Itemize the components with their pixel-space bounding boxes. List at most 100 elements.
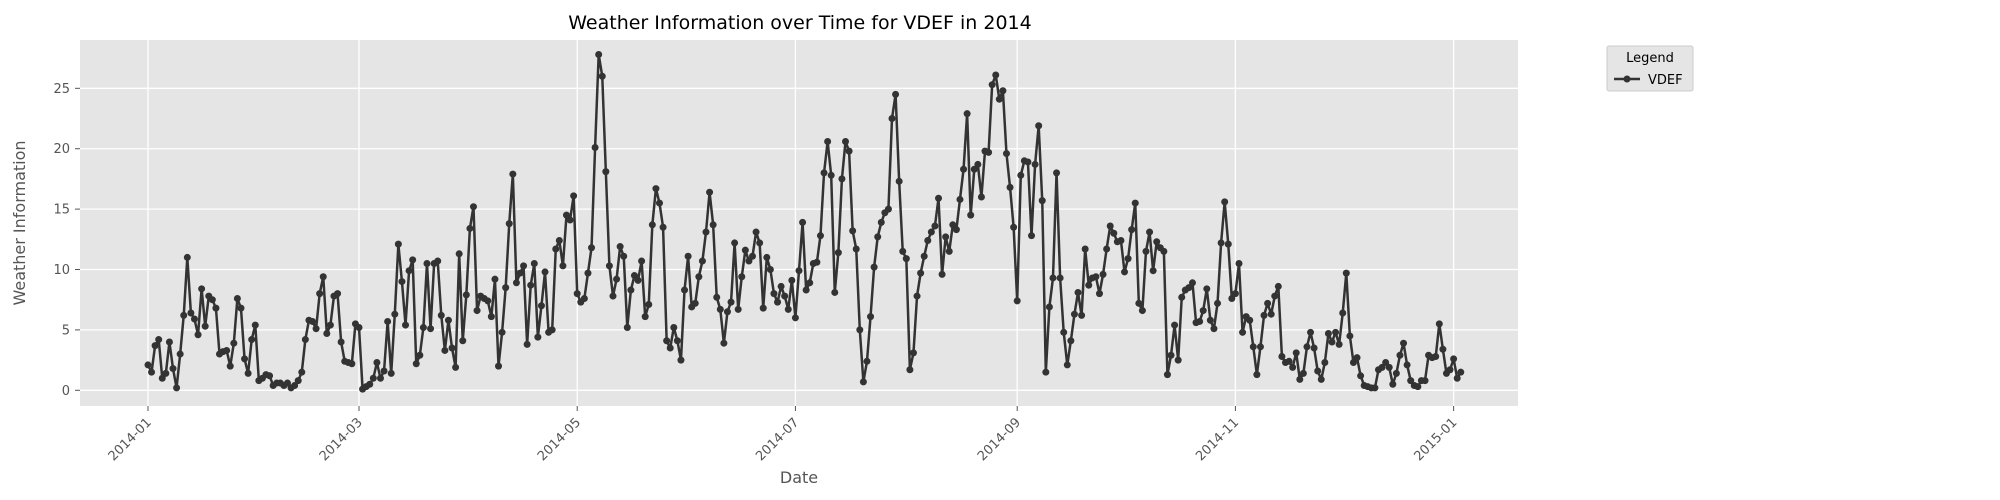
data-point <box>691 299 699 307</box>
data-point <box>387 369 395 377</box>
data-point <box>877 218 885 226</box>
data-point <box>1264 299 1272 307</box>
data-point <box>316 290 324 298</box>
data-point <box>1314 367 1322 375</box>
data-point <box>716 305 724 313</box>
data-point <box>709 221 717 229</box>
data-point <box>623 323 631 331</box>
data-point <box>1228 295 1236 302</box>
data-point <box>670 323 678 331</box>
data-point <box>416 351 424 359</box>
data-point <box>326 321 334 329</box>
data-point <box>283 379 291 387</box>
data-point <box>1256 343 1264 351</box>
data-point <box>190 315 198 323</box>
data-point <box>1289 363 1297 371</box>
series-layer <box>144 51 1465 393</box>
data-point <box>909 349 917 357</box>
data-point <box>745 257 753 265</box>
data-point <box>183 253 191 261</box>
data-point <box>409 256 417 264</box>
data-point <box>459 337 467 345</box>
data-point <box>781 292 789 300</box>
data-point <box>448 344 456 352</box>
data-point <box>516 269 524 277</box>
y-tick-label: 5 <box>62 323 70 338</box>
data-point <box>1403 361 1411 369</box>
data-point <box>548 326 556 334</box>
data-point <box>813 258 821 266</box>
data-point <box>659 223 667 231</box>
data-point <box>537 302 545 310</box>
data-point <box>1146 228 1154 236</box>
legend-title: Legend <box>1626 51 1674 66</box>
data-point <box>1303 343 1311 351</box>
data-point <box>995 95 1003 103</box>
data-point <box>673 337 681 345</box>
data-point <box>158 374 166 382</box>
data-point <box>698 257 706 265</box>
data-point <box>874 233 882 241</box>
data-point <box>380 367 388 375</box>
data-point <box>1199 307 1207 315</box>
data-point <box>312 325 320 333</box>
data-point <box>824 137 832 145</box>
data-point <box>427 325 435 333</box>
data-point <box>1446 366 1454 374</box>
data-point <box>1389 380 1397 388</box>
data-point <box>1135 299 1143 307</box>
data-point <box>774 298 782 306</box>
data-point <box>838 175 846 183</box>
data-point <box>1267 310 1275 318</box>
data-point <box>867 313 875 321</box>
data-point <box>605 262 613 270</box>
data-point <box>652 185 660 193</box>
data-point <box>777 282 785 290</box>
data-point <box>1053 169 1061 177</box>
data-point <box>509 170 517 178</box>
y-tick-label: 25 <box>53 82 70 97</box>
data-point <box>1128 226 1136 234</box>
data-point <box>960 165 968 173</box>
data-point <box>487 313 495 321</box>
data-point <box>1324 330 1332 338</box>
data-point <box>452 363 460 371</box>
data-point <box>820 169 828 177</box>
data-point <box>194 331 202 339</box>
data-point <box>1196 317 1204 325</box>
data-point <box>244 369 252 377</box>
data-point <box>1056 274 1064 282</box>
data-point <box>212 304 220 312</box>
data-point <box>412 360 420 368</box>
data-point <box>230 339 238 347</box>
data-point <box>437 311 445 319</box>
data-point <box>198 285 206 293</box>
data-point <box>226 362 234 370</box>
data-point <box>713 293 721 301</box>
data-point <box>784 305 792 313</box>
data-point <box>1203 285 1211 293</box>
x-tick-label: 2014-09 <box>975 415 1024 464</box>
plot-background <box>80 40 1518 406</box>
data-point <box>469 203 477 211</box>
data-point <box>444 316 452 324</box>
data-point <box>1224 240 1232 248</box>
data-point <box>530 259 538 267</box>
data-point <box>1296 375 1304 383</box>
data-point <box>1085 281 1093 289</box>
data-point <box>956 195 964 203</box>
data-point <box>974 160 982 168</box>
data-point <box>1378 363 1386 371</box>
data-point <box>1035 122 1043 130</box>
data-point <box>935 194 943 202</box>
data-point <box>1346 332 1354 340</box>
data-point <box>248 336 256 344</box>
data-point <box>988 81 996 89</box>
data-point <box>1138 307 1146 315</box>
x-tick-label: 2014-11 <box>1193 415 1242 464</box>
data-point <box>1317 375 1325 383</box>
data-point <box>677 356 685 364</box>
grid <box>80 40 1518 406</box>
data-point <box>1239 328 1247 336</box>
data-point <box>602 168 610 176</box>
